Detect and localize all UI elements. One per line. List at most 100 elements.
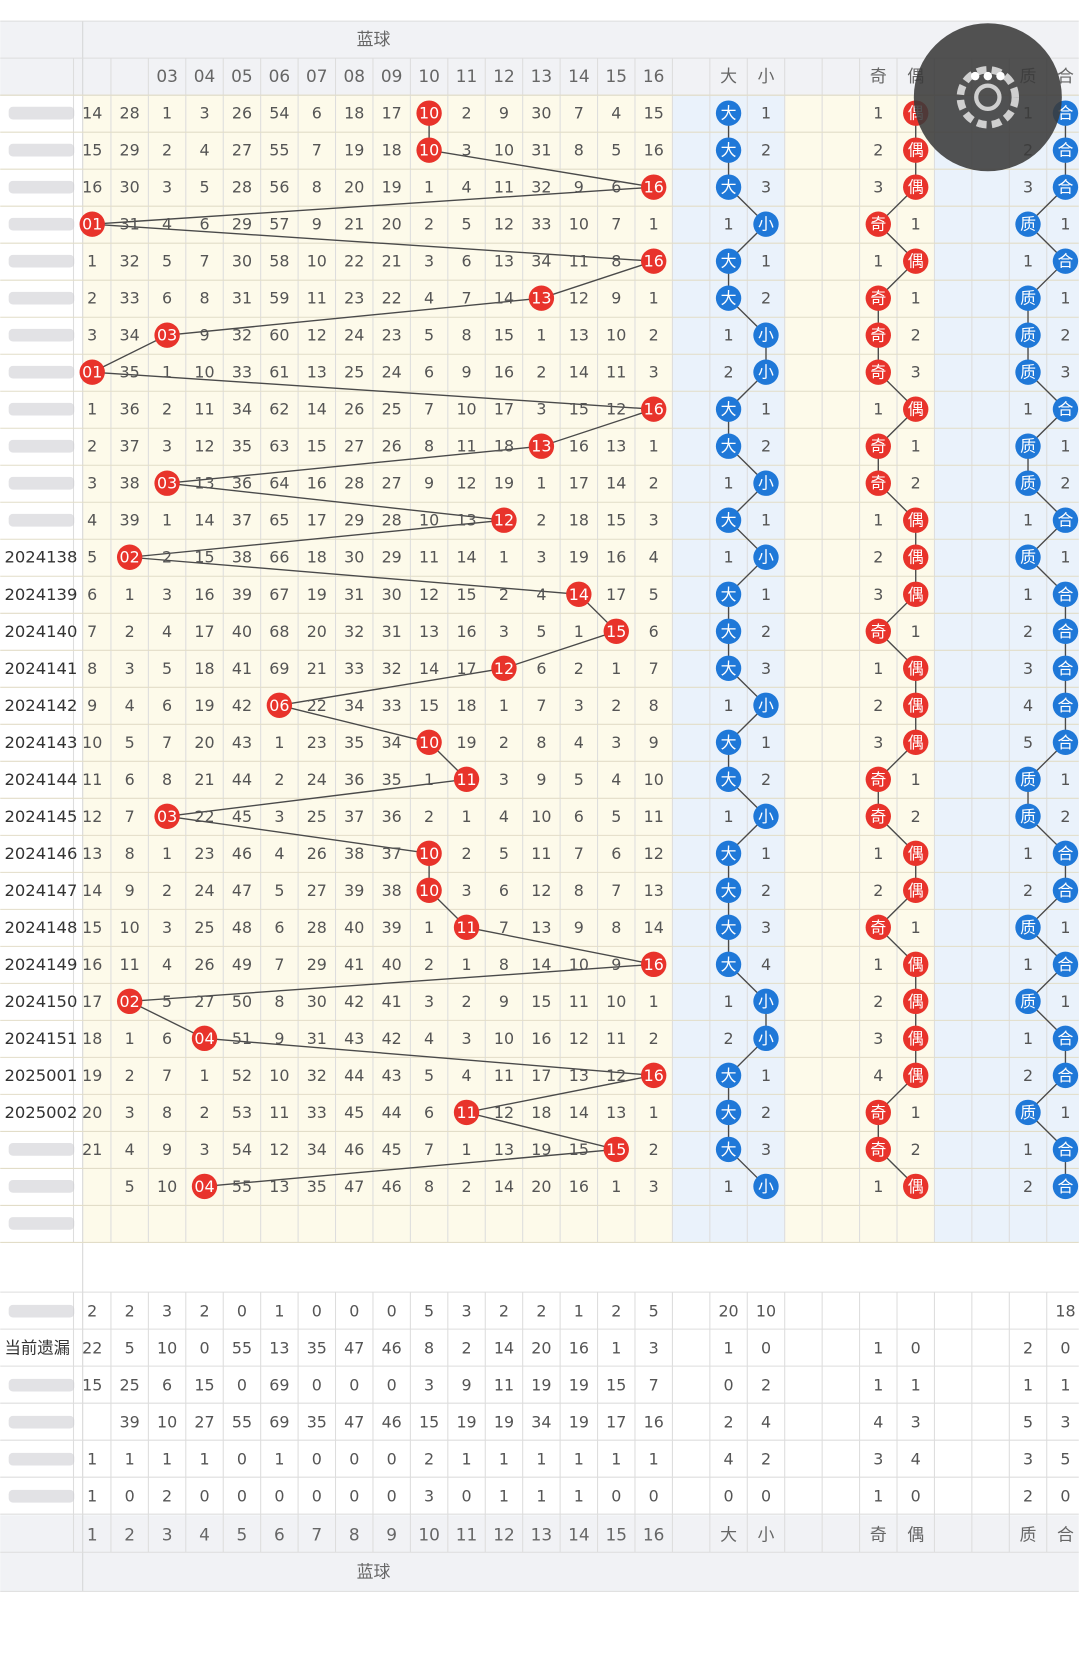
tag-text: 大 (721, 437, 737, 456)
miss-count: 15 (307, 437, 327, 456)
miss-count: 2 (424, 955, 434, 974)
stat-value: 11 (494, 1376, 514, 1395)
tag-text: 奇 (870, 1140, 886, 1159)
miss-count: 2 (125, 622, 135, 641)
miss-count: 19 (382, 178, 402, 197)
stat-value: 1 (574, 1450, 584, 1469)
miss-count: 5 (424, 326, 434, 345)
tag-text: 大 (721, 1140, 737, 1159)
miss-count: 15 (82, 141, 102, 160)
miss-count: 2 (761, 437, 771, 456)
miss-count: 4 (199, 141, 209, 160)
tag-ball (865, 470, 891, 496)
miss-count: 8 (649, 696, 659, 715)
tag-ball (865, 285, 891, 311)
miss-count: 5 (162, 659, 172, 678)
ball-number: 10 (419, 881, 439, 900)
miss-count: 17 (307, 511, 327, 530)
tag-ball (1052, 655, 1079, 681)
miss-count: 8 (87, 659, 97, 678)
miss-count: 38 (120, 474, 140, 493)
miss-count: 30 (382, 585, 402, 604)
miss-count: 1 (1060, 992, 1070, 1011)
tag-text: 合 (1058, 844, 1074, 863)
miss-count: 27 (344, 437, 364, 456)
miss-count: 20 (307, 622, 327, 641)
tag-text: 合 (1058, 1066, 1074, 1085)
miss-count: 1 (1060, 770, 1070, 789)
tag-ball (1052, 1025, 1079, 1052)
tag-ball (715, 655, 742, 681)
miss-count: 9 (87, 696, 97, 715)
stat-value: 10 (157, 1413, 177, 1432)
column-header: 16 (643, 66, 665, 86)
miss-count: 2 (911, 474, 921, 493)
stat-value: 15 (606, 1376, 626, 1395)
miss-count: 19 (307, 585, 327, 604)
issue-label: 2024140 (4, 622, 77, 641)
settings-button[interactable] (913, 23, 1062, 172)
issue-label: 2024147 (4, 881, 77, 900)
ball-number: 12 (494, 511, 514, 530)
miss-count: 5 (499, 844, 509, 863)
miss-count: 54 (232, 1140, 252, 1159)
miss-count: 1 (724, 326, 734, 345)
tag-text: 偶 (908, 252, 924, 271)
stat-value: 0 (724, 1487, 734, 1506)
miss-count: 17 (82, 992, 102, 1011)
stat-value: 16 (644, 1413, 664, 1432)
tag-text: 奇 (870, 770, 886, 789)
miss-count: 11 (569, 992, 589, 1011)
miss-count: 37 (232, 511, 252, 530)
miss-count: 1 (611, 659, 621, 678)
masked-label (8, 106, 75, 120)
tag-text: 偶 (908, 585, 924, 604)
miss-count: 19 (344, 141, 364, 160)
miss-count: 10 (606, 992, 626, 1011)
stat-value: 16 (569, 1339, 589, 1358)
gear-hub (974, 83, 1002, 112)
ball-number: 15 (606, 1140, 626, 1159)
stat-value: 20 (718, 1302, 738, 1321)
miss-count: 7 (199, 252, 209, 271)
ball-number: 03 (157, 326, 177, 345)
miss-count: 30 (344, 548, 364, 567)
miss-count: 4 (162, 622, 172, 641)
tag-text: 合 (1058, 733, 1074, 752)
tag-ball (865, 322, 891, 348)
tag-text: 奇 (870, 622, 886, 641)
miss-count: 6 (611, 844, 621, 863)
tag-ball (1015, 211, 1041, 237)
miss-count: 57 (269, 215, 289, 234)
miss-count: 12 (494, 1103, 514, 1122)
tag-ball (1015, 803, 1041, 829)
tag-ball (903, 396, 929, 422)
tag-text: 大 (721, 770, 737, 789)
miss-count: 7 (274, 955, 284, 974)
column-bg (298, 95, 336, 1243)
miss-count: 16 (606, 548, 626, 567)
column-footer: 偶 (907, 1524, 924, 1544)
miss-count: 10 (494, 141, 514, 160)
miss-count: 26 (194, 955, 214, 974)
miss-count: 1 (536, 474, 546, 493)
miss-count: 18 (494, 437, 514, 456)
miss-count: 3 (536, 548, 546, 567)
tag-text: 奇 (870, 1103, 886, 1122)
miss-count: 2 (761, 141, 771, 160)
miss-count: 2 (611, 696, 621, 715)
tag-text: 小 (758, 992, 774, 1011)
miss-count: 8 (461, 326, 471, 345)
masked-label (8, 1415, 75, 1429)
tag-text: 质 (1020, 992, 1036, 1011)
miss-count: 6 (424, 363, 434, 382)
miss-count: 7 (162, 1066, 172, 1085)
miss-count: 9 (499, 992, 509, 1011)
ball (528, 433, 555, 459)
miss-count: 20 (194, 733, 214, 752)
tag-ball (715, 285, 742, 311)
column-header: 06 (269, 66, 291, 86)
miss-count: 2 (162, 548, 172, 567)
miss-count: 10 (569, 215, 589, 234)
tag-text: 小 (758, 696, 774, 715)
